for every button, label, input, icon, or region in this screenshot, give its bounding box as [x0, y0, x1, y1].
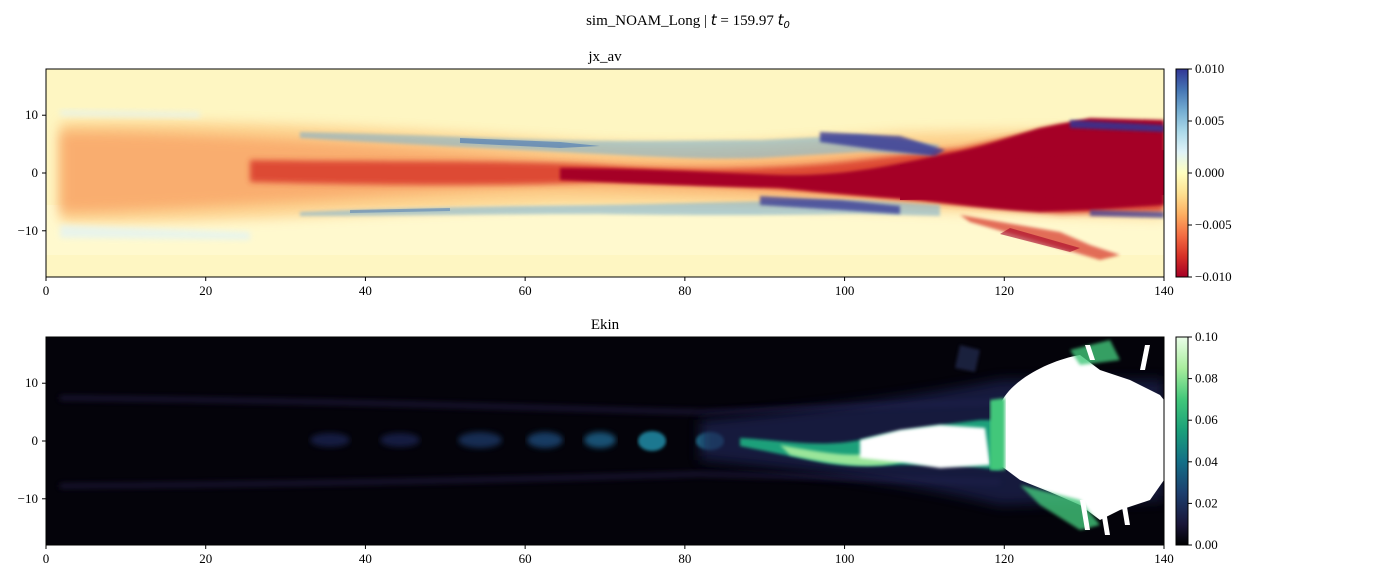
x-tick-label: 120 [995, 283, 1015, 298]
x-tick-label: 60 [519, 283, 532, 298]
x-tick-label: 40 [359, 551, 372, 566]
jx-colorbar-axis: 0.010 0.005 0.000 −0.005 −0.010 [1188, 61, 1232, 284]
jx-panel: jx_av [18, 49, 1232, 298]
x-tick-label: 100 [835, 283, 855, 298]
x-tick-label: 80 [678, 551, 691, 566]
figure-suptitle: sim_NOAM_Long | t = 159.97 t0 [586, 11, 790, 31]
ekin-heatmap [46, 337, 1164, 545]
x-tick-label: 140 [1154, 551, 1174, 566]
colorbar-tick-label: 0.005 [1195, 113, 1224, 128]
x-tick-label: 20 [199, 551, 212, 566]
x-tick-label: 0 [43, 551, 50, 566]
colorbar-tick-label: 0.02 [1195, 495, 1218, 510]
colorbar-tick-label: 0.00 [1195, 537, 1218, 552]
x-tick-label: 120 [995, 551, 1015, 566]
colorbar-tick-label: −0.005 [1195, 217, 1232, 232]
colorbar-tick-label: 0.010 [1195, 61, 1224, 76]
ekin-x-axis: 0 20 40 60 80 100 120 140 [43, 545, 1174, 566]
ekin-panel: Ekin [18, 317, 1219, 566]
x-tick-label: 140 [1154, 283, 1174, 298]
ekin-panel-title: Ekin [591, 317, 620, 333]
colorbar-tick-label: 0.000 [1195, 165, 1224, 180]
y-tick-label: 10 [25, 107, 38, 122]
jx-heatmap [46, 69, 1164, 277]
y-tick-label: 10 [25, 375, 38, 390]
ekin-colorbar-axis: 0.10 0.08 0.06 0.04 0.02 0.00 [1188, 329, 1218, 552]
colorbar-tick-label: 0.04 [1195, 454, 1218, 469]
x-tick-label: 40 [359, 283, 372, 298]
jx-x-axis: 0 20 40 60 80 100 120 140 [43, 277, 1174, 298]
y-tick-label: 0 [32, 165, 39, 180]
ekin-y-axis: 10 0 −10 [18, 375, 46, 506]
jx-y-axis: 10 0 −10 [18, 107, 46, 238]
y-tick-label: −10 [18, 223, 38, 238]
x-tick-label: 80 [678, 283, 691, 298]
colorbar-tick-label: −0.010 [1195, 269, 1232, 284]
colorbar-tick-label: 0.06 [1195, 412, 1218, 427]
x-tick-label: 100 [835, 551, 855, 566]
colorbar-tick-label: 0.10 [1195, 329, 1218, 344]
colorbar-tick-label: 0.08 [1195, 371, 1218, 386]
x-tick-label: 20 [199, 283, 212, 298]
jx-colorbar [1175, 68, 1189, 278]
y-tick-label: −10 [18, 491, 38, 506]
x-tick-label: 0 [43, 283, 50, 298]
ekin-colorbar [1175, 336, 1189, 546]
y-tick-label: 0 [32, 433, 39, 448]
jx-panel-title: jx_av [587, 49, 622, 65]
x-tick-label: 60 [519, 551, 532, 566]
